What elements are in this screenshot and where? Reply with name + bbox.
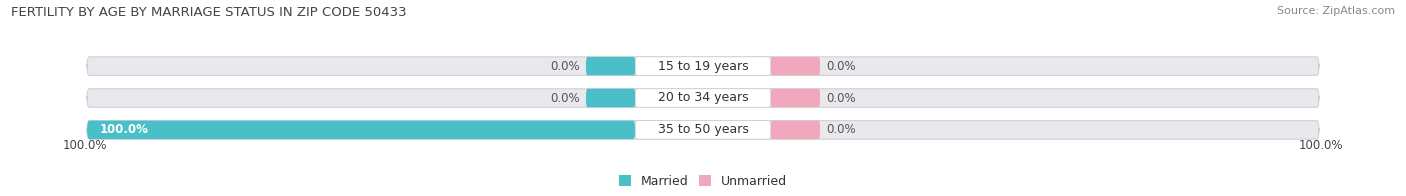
Text: 100.0%: 100.0% (62, 139, 107, 152)
Text: 0.0%: 0.0% (827, 123, 856, 136)
Text: 0.0%: 0.0% (550, 60, 579, 73)
FancyBboxPatch shape (87, 89, 1319, 107)
Text: 100.0%: 100.0% (1299, 139, 1344, 152)
Text: FERTILITY BY AGE BY MARRIAGE STATUS IN ZIP CODE 50433: FERTILITY BY AGE BY MARRIAGE STATUS IN Z… (11, 6, 406, 19)
FancyBboxPatch shape (636, 57, 770, 75)
FancyBboxPatch shape (87, 121, 636, 139)
FancyBboxPatch shape (586, 89, 636, 107)
FancyBboxPatch shape (87, 121, 1319, 139)
FancyBboxPatch shape (636, 89, 770, 107)
FancyBboxPatch shape (87, 57, 1319, 75)
FancyBboxPatch shape (636, 121, 770, 139)
Text: Source: ZipAtlas.com: Source: ZipAtlas.com (1277, 6, 1395, 16)
Text: 35 to 50 years: 35 to 50 years (658, 123, 748, 136)
Text: 20 to 34 years: 20 to 34 years (658, 92, 748, 104)
Text: 15 to 19 years: 15 to 19 years (658, 60, 748, 73)
FancyBboxPatch shape (586, 57, 636, 75)
FancyBboxPatch shape (770, 121, 820, 139)
FancyBboxPatch shape (770, 57, 820, 75)
Text: 100.0%: 100.0% (100, 123, 148, 136)
Text: 0.0%: 0.0% (827, 92, 856, 104)
Legend: Married, Unmarried: Married, Unmarried (613, 170, 793, 193)
FancyBboxPatch shape (770, 89, 820, 107)
Text: 0.0%: 0.0% (827, 60, 856, 73)
Text: 0.0%: 0.0% (550, 92, 579, 104)
